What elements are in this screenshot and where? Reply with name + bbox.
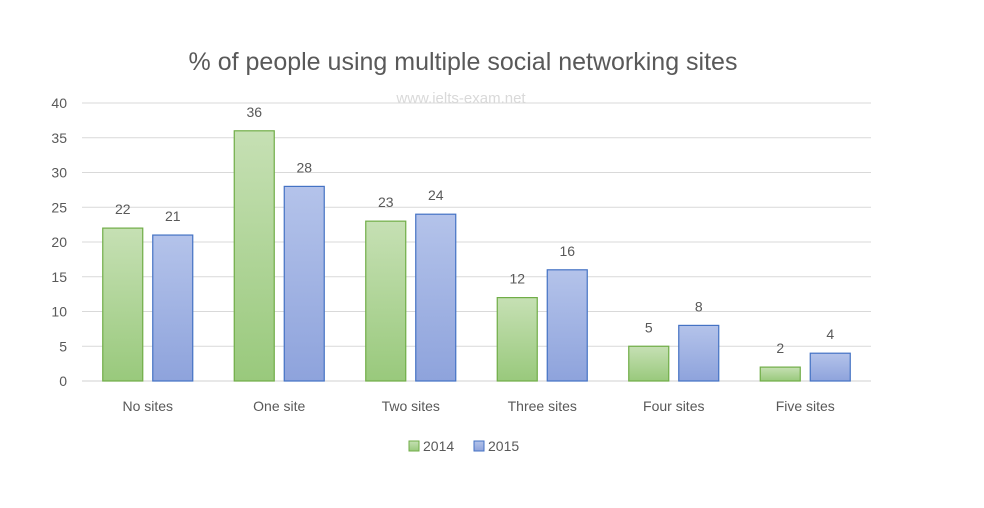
gridlines <box>82 102 871 382</box>
y-tick-label: 10 <box>51 304 67 320</box>
data-label: 5 <box>645 319 653 335</box>
data-label: 28 <box>296 159 312 175</box>
data-label: 8 <box>695 298 703 314</box>
data-label: 4 <box>826 326 834 342</box>
bar-2014-five-sites <box>759 366 801 382</box>
data-label: 23 <box>378 194 394 210</box>
bar-2014-three-sites <box>496 297 538 382</box>
bar-2015-five-sites <box>809 352 851 382</box>
y-tick-label: 0 <box>59 373 67 389</box>
y-tick-label: 30 <box>51 165 67 181</box>
legend-swatch-2014 <box>408 440 420 452</box>
bar-2014-four-sites <box>628 345 670 382</box>
legend-label-2014: 2014 <box>423 438 454 454</box>
y-axis: 0 5 10 15 20 25 30 35 40 <box>51 95 67 389</box>
bar-2015-one-site <box>283 185 325 382</box>
watermark-text: www.ielts-exam.net <box>395 90 526 107</box>
legend: 2014 2015 <box>408 438 519 454</box>
bar-2014-no-sites <box>102 227 144 382</box>
x-tick-label: Three sites <box>508 398 577 414</box>
bars <box>102 130 851 382</box>
legend-label-2015: 2015 <box>488 438 519 454</box>
x-tick-label: One site <box>253 398 305 414</box>
bar-2015-no-sites <box>152 234 194 382</box>
chart-title: % of people using multiple social networ… <box>189 48 738 76</box>
bar-2014-one-site <box>233 130 275 382</box>
x-tick-label: Four sites <box>643 398 704 414</box>
y-tick-label: 35 <box>51 130 67 146</box>
x-axis: No sites One site Two sites Three sites Four… <box>122 398 834 414</box>
y-tick-label: 20 <box>51 234 67 250</box>
legend-swatch-2015 <box>473 440 485 452</box>
bar-2015-four-sites <box>678 324 720 382</box>
data-label: 24 <box>428 187 444 203</box>
bar-2014-two-sites <box>365 220 407 382</box>
bar-2015-two-sites <box>415 213 457 382</box>
x-tick-label: No sites <box>122 398 173 414</box>
y-tick-label: 15 <box>51 269 67 285</box>
data-label: 21 <box>165 208 181 224</box>
bar-2015-three-sites <box>546 269 588 382</box>
y-tick-label: 25 <box>51 199 67 215</box>
data-label: 2 <box>776 340 784 356</box>
data-label: 12 <box>509 271 525 287</box>
data-label: 22 <box>115 201 131 217</box>
data-label: 16 <box>559 243 575 259</box>
data-label: 36 <box>246 104 262 120</box>
y-tick-label: 5 <box>59 338 67 354</box>
x-tick-label: Five sites <box>776 398 835 414</box>
x-tick-label: Two sites <box>382 398 440 414</box>
y-tick-label: 40 <box>51 95 67 111</box>
